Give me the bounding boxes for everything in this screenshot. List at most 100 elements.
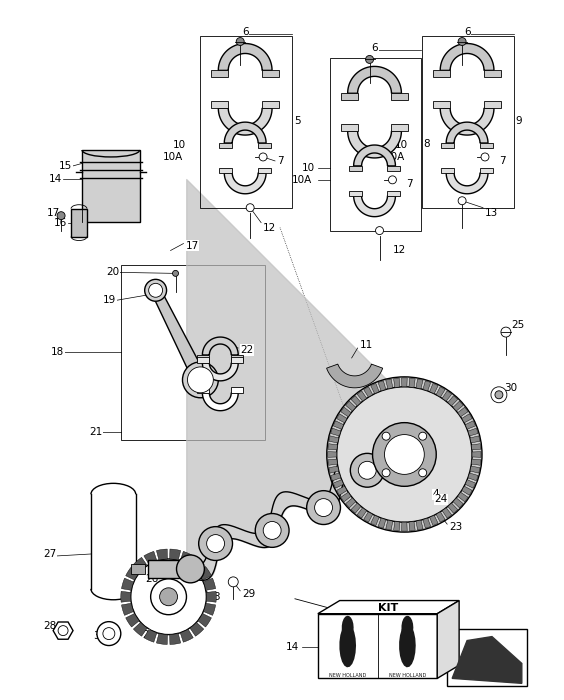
Polygon shape xyxy=(144,629,157,642)
Polygon shape xyxy=(258,168,271,173)
Polygon shape xyxy=(328,459,337,466)
Circle shape xyxy=(151,579,187,615)
Text: 11: 11 xyxy=(360,340,373,350)
Polygon shape xyxy=(465,421,475,429)
Bar xyxy=(422,36,514,208)
Polygon shape xyxy=(354,145,395,166)
Circle shape xyxy=(173,270,179,276)
Polygon shape xyxy=(462,486,472,495)
Polygon shape xyxy=(378,381,386,391)
Circle shape xyxy=(131,559,206,635)
Circle shape xyxy=(350,454,384,487)
Circle shape xyxy=(501,327,511,337)
Circle shape xyxy=(183,362,218,398)
Text: 29: 29 xyxy=(242,589,255,598)
Polygon shape xyxy=(446,173,488,194)
Text: 7: 7 xyxy=(277,156,284,166)
Polygon shape xyxy=(198,566,212,580)
Polygon shape xyxy=(197,355,209,361)
Polygon shape xyxy=(206,592,217,602)
Polygon shape xyxy=(341,93,358,100)
Polygon shape xyxy=(470,466,480,473)
Text: 10A: 10A xyxy=(292,175,312,185)
Polygon shape xyxy=(218,43,272,71)
Circle shape xyxy=(491,387,507,402)
Text: 31: 31 xyxy=(93,631,106,640)
Polygon shape xyxy=(204,578,215,590)
Polygon shape xyxy=(337,414,347,423)
Circle shape xyxy=(246,204,254,211)
Polygon shape xyxy=(126,613,139,627)
Polygon shape xyxy=(437,601,459,678)
Text: NEW HOLLAND: NEW HOLLAND xyxy=(389,673,426,678)
Polygon shape xyxy=(121,578,134,590)
Text: 13: 13 xyxy=(485,208,498,218)
Text: 6: 6 xyxy=(372,43,378,53)
Text: 5: 5 xyxy=(294,116,301,126)
Polygon shape xyxy=(333,421,343,429)
Text: 10: 10 xyxy=(302,163,315,173)
Polygon shape xyxy=(416,379,423,389)
Polygon shape xyxy=(180,552,193,564)
Polygon shape xyxy=(202,393,238,411)
Circle shape xyxy=(365,55,373,64)
Text: KIT: KIT xyxy=(378,603,399,613)
Circle shape xyxy=(418,432,427,440)
Polygon shape xyxy=(457,407,468,416)
Polygon shape xyxy=(433,102,450,108)
Text: 22: 22 xyxy=(240,345,253,355)
Polygon shape xyxy=(346,498,356,508)
Circle shape xyxy=(458,197,466,204)
Polygon shape xyxy=(430,384,438,393)
Circle shape xyxy=(58,626,68,636)
Polygon shape xyxy=(440,43,494,71)
Circle shape xyxy=(418,469,427,477)
Text: 12: 12 xyxy=(263,223,276,232)
Polygon shape xyxy=(354,196,395,217)
Text: NEW HOLLAND: NEW HOLLAND xyxy=(329,673,366,678)
Circle shape xyxy=(145,279,166,301)
Polygon shape xyxy=(378,518,386,528)
Text: 6: 6 xyxy=(464,27,471,36)
Polygon shape xyxy=(484,102,501,108)
Bar xyxy=(447,629,527,686)
Polygon shape xyxy=(262,102,279,108)
Polygon shape xyxy=(341,492,351,502)
Polygon shape xyxy=(442,391,452,401)
Polygon shape xyxy=(399,624,416,667)
Circle shape xyxy=(103,628,115,640)
Polygon shape xyxy=(430,515,438,526)
Text: 1: 1 xyxy=(491,654,497,664)
Text: 20: 20 xyxy=(106,267,119,277)
Polygon shape xyxy=(333,480,343,488)
Polygon shape xyxy=(394,522,400,531)
Bar xyxy=(318,614,437,678)
Polygon shape xyxy=(341,407,351,416)
Polygon shape xyxy=(340,624,356,667)
Polygon shape xyxy=(423,381,431,391)
Polygon shape xyxy=(224,173,266,194)
Circle shape xyxy=(376,227,384,235)
Polygon shape xyxy=(462,414,472,423)
Circle shape xyxy=(358,461,376,480)
Polygon shape xyxy=(480,168,493,173)
Polygon shape xyxy=(409,522,415,531)
Circle shape xyxy=(382,432,390,440)
Text: 25: 25 xyxy=(511,320,524,330)
Polygon shape xyxy=(371,515,379,526)
Polygon shape xyxy=(409,378,415,388)
Text: 26: 26 xyxy=(146,574,159,584)
Circle shape xyxy=(315,498,333,517)
Circle shape xyxy=(337,387,472,522)
Polygon shape xyxy=(327,364,383,388)
Polygon shape xyxy=(453,498,463,508)
Polygon shape xyxy=(133,557,147,571)
Polygon shape xyxy=(219,168,232,173)
Polygon shape xyxy=(416,520,423,530)
Polygon shape xyxy=(394,378,400,388)
Polygon shape xyxy=(190,622,204,636)
Polygon shape xyxy=(387,191,400,196)
Polygon shape xyxy=(337,486,347,495)
Text: 24: 24 xyxy=(434,494,447,504)
Polygon shape xyxy=(331,473,341,481)
